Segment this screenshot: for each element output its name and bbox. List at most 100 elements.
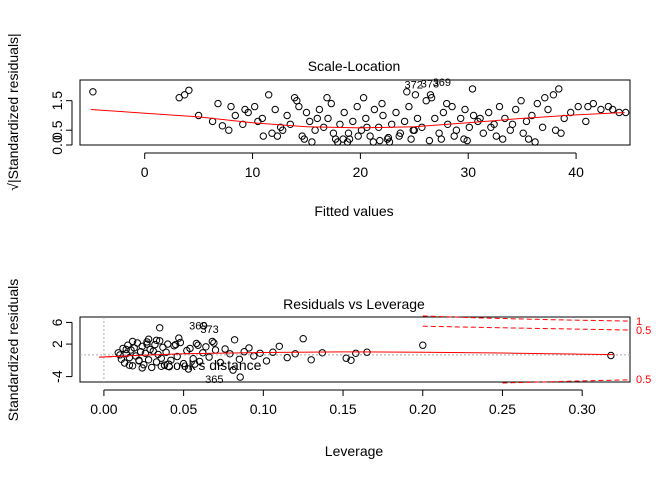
scale-location-point <box>324 114 332 123</box>
scale-location-plot-box <box>79 79 631 146</box>
scale-location-y-tick-label: 1.5 <box>49 91 65 111</box>
scale-location-point <box>439 108 448 117</box>
scale-location-point <box>541 94 549 102</box>
residuals-leverage-point <box>152 358 161 366</box>
scale-location-point <box>544 105 552 114</box>
scale-location-point <box>340 108 348 117</box>
scale-location-point <box>392 108 400 117</box>
scale-location-point <box>495 102 504 111</box>
scale-location-point <box>241 105 249 114</box>
scale-location-point <box>557 129 565 137</box>
residuals-leverage-point <box>235 355 244 363</box>
scale-location-points <box>89 85 630 146</box>
scale-location-point <box>218 122 227 130</box>
cook-distance-legend: Cook's distance <box>163 357 262 373</box>
scale-location-point-label: 373 <box>421 79 439 91</box>
scale-location-point <box>239 120 247 129</box>
scale-location-point <box>376 136 384 145</box>
scale-location-point <box>517 97 525 105</box>
residuals-leverage-point <box>245 344 253 352</box>
residuals-leverage-point <box>144 335 153 343</box>
scale-location-ylabel: √|Standardized residuals| <box>5 33 21 190</box>
residuals-leverage-point <box>189 355 197 363</box>
residuals-leverage-point <box>205 353 213 361</box>
scale-location-point <box>501 114 509 123</box>
residuals-leverage-x-axis: 0.00 0.05 0.10 0.15 0.20 0.25 0.30 <box>90 389 596 417</box>
scale-location-point <box>362 114 370 123</box>
residuals-leverage-point <box>275 342 283 350</box>
residuals-leverage-point <box>151 340 159 349</box>
scale-location-point <box>492 132 500 140</box>
residuals-leverage-x-tick-label: 0.30 <box>569 401 596 417</box>
scale-location-point <box>185 86 193 95</box>
residuals-leverage-point <box>165 363 174 371</box>
scale-location-point <box>407 135 415 143</box>
scale-location-point <box>271 105 279 114</box>
scale-location-point <box>311 126 319 134</box>
scale-location-point <box>582 117 590 126</box>
residuals-leverage-point <box>210 339 218 347</box>
residuals-leverage-point-label: 369 <box>189 321 207 333</box>
scale-location-point <box>589 99 597 108</box>
residuals-leverage-point <box>138 364 146 372</box>
scale-location-point <box>427 94 436 102</box>
residuals-leverage-x-tick-label: 0.20 <box>409 401 436 417</box>
scale-location-point <box>327 99 335 108</box>
scale-location-point <box>388 120 396 129</box>
scale-location-x-tick-label: 0 <box>141 164 149 180</box>
residuals-leverage-x-tick-label: 0.10 <box>250 401 277 417</box>
residuals-leverage-point <box>164 340 172 348</box>
scale-location-point <box>180 91 189 99</box>
scale-location-point <box>366 132 374 140</box>
residuals-leverage-point <box>173 352 181 361</box>
residuals-leverage-point <box>162 348 170 356</box>
residuals-leverage-point <box>211 346 220 354</box>
scale-location-point <box>469 111 478 120</box>
scale-location-point <box>463 136 471 145</box>
scale-location-point <box>369 138 377 146</box>
scale-location-point <box>485 108 493 117</box>
scale-location-point <box>574 102 582 111</box>
scale-location-point <box>370 105 379 114</box>
scale-location-point <box>254 117 262 126</box>
cook-distance-curve <box>502 379 631 384</box>
residuals-leverage-title: Residuals vs Leverage <box>283 296 425 312</box>
scale-location-point <box>354 132 362 140</box>
residuals-leverage-y-tick-label: 6 <box>49 318 65 326</box>
scale-location-title: Scale-Location <box>308 58 401 74</box>
scale-location-point <box>295 102 303 111</box>
scale-location-point <box>597 105 605 114</box>
residuals-leverage-point <box>160 361 169 369</box>
residuals-leverage-point <box>175 334 183 342</box>
residuals-leverage-point <box>144 356 153 364</box>
scale-location-point <box>279 126 287 134</box>
residuals-leverage-point <box>122 345 130 354</box>
scale-location-point <box>450 132 458 140</box>
scale-location-point <box>508 120 517 129</box>
cook-distance-curves: 10.50.5 <box>422 315 651 386</box>
residuals-leverage-reference-lines <box>80 317 630 382</box>
scale-location-point <box>231 111 240 120</box>
residuals-leverage-point <box>342 354 350 362</box>
residuals-leverage-point <box>307 356 315 364</box>
residuals-leverage-y-tick-label: 2 <box>49 340 65 348</box>
residuals-leverage-point <box>135 356 143 364</box>
scale-location-point <box>227 102 235 111</box>
residuals-leverage-point <box>170 342 178 350</box>
scale-location-x-tick-label: 20 <box>353 164 369 180</box>
residuals-leverage-point <box>199 322 208 330</box>
cook-distance-label: 0.5 <box>636 374 651 386</box>
scale-location-point <box>437 135 445 143</box>
residuals-leverage-ylabel: Standardized residuals <box>5 279 21 421</box>
residuals-leverage-point <box>184 365 193 373</box>
residuals-leverage-point <box>208 337 217 346</box>
scale-location-point <box>499 135 507 143</box>
residuals-leverage-y-tick-label: -4 <box>49 370 65 383</box>
residuals-leverage-point <box>172 340 180 349</box>
scale-location-point <box>329 129 338 137</box>
scale-location-point <box>194 111 203 120</box>
scale-location-x-tick-label: 30 <box>460 164 476 180</box>
residuals-leverage-point <box>176 338 185 347</box>
